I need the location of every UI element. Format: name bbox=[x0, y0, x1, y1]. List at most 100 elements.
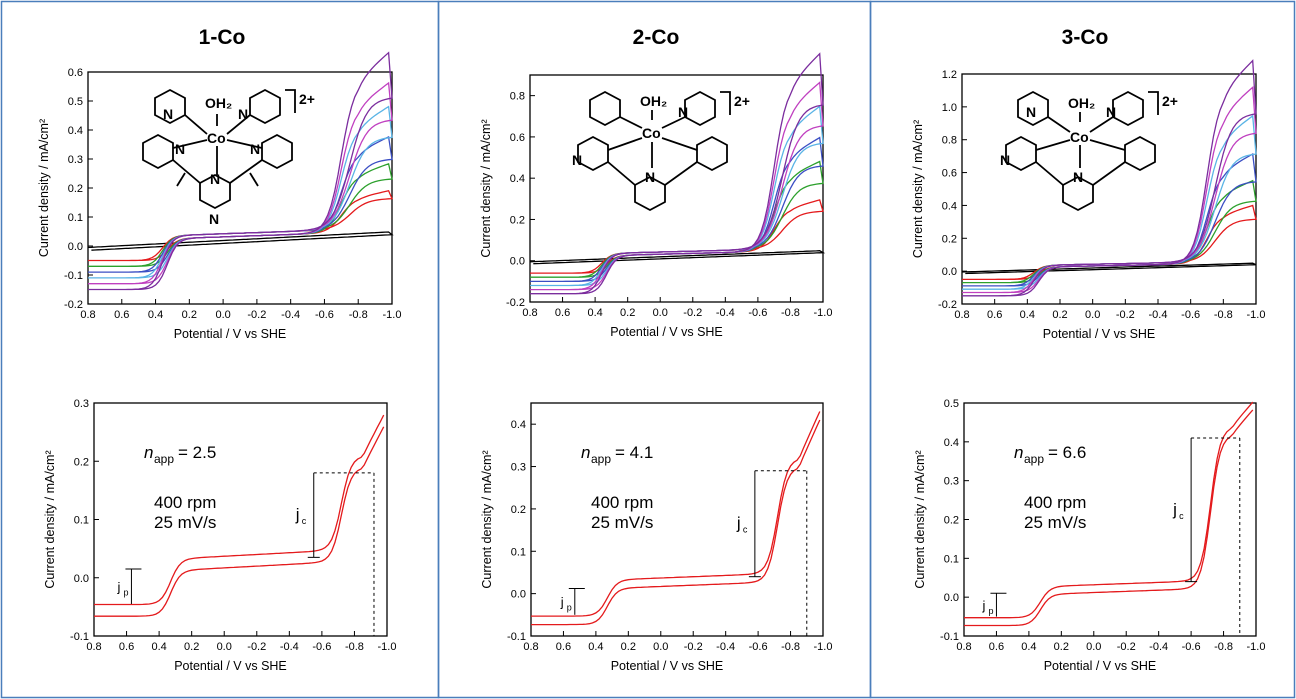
x-tick-label: 0.4 bbox=[588, 641, 603, 653]
x-tick-label: 0.0 bbox=[653, 307, 668, 319]
x-tick-label: -0.6 bbox=[749, 641, 768, 653]
y-tick-label: 0.4 bbox=[510, 173, 525, 185]
y-tick-label: 0.4 bbox=[942, 200, 957, 212]
y-tick-label: -0.1 bbox=[64, 270, 83, 282]
y-axis-label: Current density / mA/cm² bbox=[479, 119, 493, 257]
plot-frame bbox=[530, 402, 824, 637]
x-tick-label: 0.0 bbox=[215, 309, 230, 321]
plot-frame bbox=[529, 74, 824, 303]
x-tick-label: 0.8 bbox=[523, 641, 538, 653]
svg-text:2+: 2+ bbox=[299, 91, 315, 107]
cv-chart-2-co: 0.8 0.6 0.4 0.2 0.0 -0.2 -0.4 -0.6 -0.8 -1.0-0.20… bbox=[479, 52, 833, 339]
svg-text:N: N bbox=[572, 152, 582, 168]
y-tick-label: 0.0 bbox=[511, 589, 526, 601]
x-tick-label: -0.4 bbox=[281, 309, 300, 321]
complex-structure-1: OH₂ Co N N N N N N 2+ bbox=[142, 88, 315, 227]
y-tick-label: 0.5 bbox=[68, 96, 83, 108]
x-tick-label: 0.8 bbox=[86, 641, 101, 653]
plot-frame bbox=[961, 73, 1257, 305]
n-app-symbol: n bbox=[144, 443, 153, 462]
x-tick-label: 0.6 bbox=[987, 309, 1002, 321]
rde-chart-1-co: 0.8 0.6 0.4 0.2 0.0 -0.2 -0.4 -0.6 -0.8 -1.0 -0.1 0… bbox=[43, 398, 396, 673]
y-tick-label: 0.1 bbox=[944, 553, 959, 565]
rde-curve-lower bbox=[94, 426, 385, 617]
x-tick-label: 0.2 bbox=[621, 641, 636, 653]
x-tick-label: -0.2 bbox=[683, 307, 702, 319]
n-app-value: = 4.1 bbox=[615, 443, 653, 462]
x-tick-label: -0.8 bbox=[781, 641, 800, 653]
x-tick-label: -0.2 bbox=[1117, 641, 1136, 653]
svg-text:N: N bbox=[210, 171, 220, 187]
rde-curve-upper bbox=[531, 411, 821, 617]
svg-text:N: N bbox=[209, 211, 219, 227]
y-tick-label: 0.0 bbox=[510, 256, 525, 268]
y-tick-label: -0.1 bbox=[940, 631, 959, 643]
jc-label-subscript: c bbox=[302, 516, 307, 526]
svg-text:N: N bbox=[238, 106, 248, 122]
y-axis-label: Current density / mA/cm² bbox=[480, 450, 494, 588]
y-tick-label: -0.1 bbox=[70, 631, 89, 643]
x-tick-label: -0.8 bbox=[349, 309, 368, 321]
x-tick-label: 0.0 bbox=[1085, 309, 1100, 321]
jp-label-subscript: p bbox=[123, 587, 128, 597]
svg-text:N: N bbox=[1026, 104, 1036, 120]
x-tick-label: 0.4 bbox=[151, 641, 166, 653]
y-tick-label: 0.0 bbox=[68, 241, 83, 253]
svg-text:Co: Co bbox=[207, 130, 226, 146]
n-app-symbol: n bbox=[581, 443, 590, 462]
jp-label-subscript: p bbox=[988, 606, 993, 616]
x-axis-label: Potential / V vs SHE bbox=[1043, 327, 1156, 341]
x-tick-label: -0.8 bbox=[1214, 641, 1233, 653]
x-tick-label: 0.6 bbox=[114, 309, 129, 321]
svg-text:N: N bbox=[645, 169, 655, 185]
x-tick-label: -0.8 bbox=[781, 307, 800, 319]
n-app-value: = 2.5 bbox=[178, 443, 216, 462]
x-tick-label: 0.0 bbox=[653, 641, 668, 653]
svg-text:N: N bbox=[163, 106, 173, 122]
y-tick-label: 0.3 bbox=[511, 462, 526, 474]
y-tick-label: -0.1 bbox=[507, 631, 526, 643]
n-app-symbol: n bbox=[1014, 443, 1023, 462]
y-tick-label: 0.2 bbox=[510, 214, 525, 226]
x-tick-label: -1.0 bbox=[1247, 309, 1266, 321]
x-tick-label: 0.8 bbox=[956, 641, 971, 653]
jp-label: j bbox=[981, 598, 985, 613]
y-tick-label: 0.4 bbox=[68, 125, 83, 137]
complex-structure-2: OH₂ Co N N N 2+ bbox=[572, 90, 750, 212]
y-tick-label: 0.1 bbox=[511, 546, 526, 558]
x-tick-label: -0.6 bbox=[1181, 309, 1200, 321]
x-tick-label: 0.6 bbox=[989, 641, 1004, 653]
panel-title-3: 3-Co bbox=[1062, 26, 1109, 49]
y-tick-label: 0.0 bbox=[942, 266, 957, 278]
x-tick-label: 0.4 bbox=[1021, 641, 1036, 653]
rde-curve-lower bbox=[531, 419, 821, 626]
jc-label-subscript: c bbox=[1179, 511, 1184, 521]
x-tick-label: -1.0 bbox=[383, 309, 402, 321]
scan-rate: 25 mV/s bbox=[154, 513, 216, 532]
x-tick-label: 0.4 bbox=[587, 307, 602, 319]
y-tick-label: 0.2 bbox=[944, 515, 959, 527]
x-tick-label: 0.2 bbox=[182, 309, 197, 321]
x-tick-label: 0.6 bbox=[555, 307, 570, 319]
cv-series-line bbox=[962, 59, 1257, 297]
y-tick-label: 0.8 bbox=[942, 135, 957, 147]
panel-title-2: 2-Co bbox=[633, 26, 680, 49]
rde-chart-3-co: 0.8 0.6 0.4 0.2 0.0 -0.2 -0.4 -0.6 -0.8 -1.0 -0.1 0… bbox=[913, 398, 1265, 673]
jc-label: j bbox=[1172, 500, 1177, 519]
x-tick-label: -0.4 bbox=[716, 641, 735, 653]
x-tick-label: 0.2 bbox=[1054, 641, 1069, 653]
y-tick-label: 0.4 bbox=[944, 437, 959, 449]
svg-text:N: N bbox=[1000, 152, 1010, 168]
cv-chart-3-co: 0.8 0.6 0.4 0.2 0.0 -0.2 -0.4 -0.6 -0.8 -1.0-0.20… bbox=[911, 59, 1266, 341]
x-tick-label: -0.4 bbox=[716, 307, 735, 319]
n-app-subscript: app bbox=[154, 452, 174, 466]
y-tick-label: 0.2 bbox=[74, 456, 89, 468]
x-tick-label: -0.4 bbox=[280, 641, 299, 653]
x-axis-label: Potential / V vs SHE bbox=[174, 659, 287, 673]
x-tick-label: -1.0 bbox=[814, 307, 833, 319]
y-axis-label: Current density / mA/cm² bbox=[913, 450, 927, 588]
x-tick-label: -1.0 bbox=[378, 641, 397, 653]
jp-label-subscript: p bbox=[567, 603, 572, 613]
panel-border-3 bbox=[869, 0, 1296, 699]
